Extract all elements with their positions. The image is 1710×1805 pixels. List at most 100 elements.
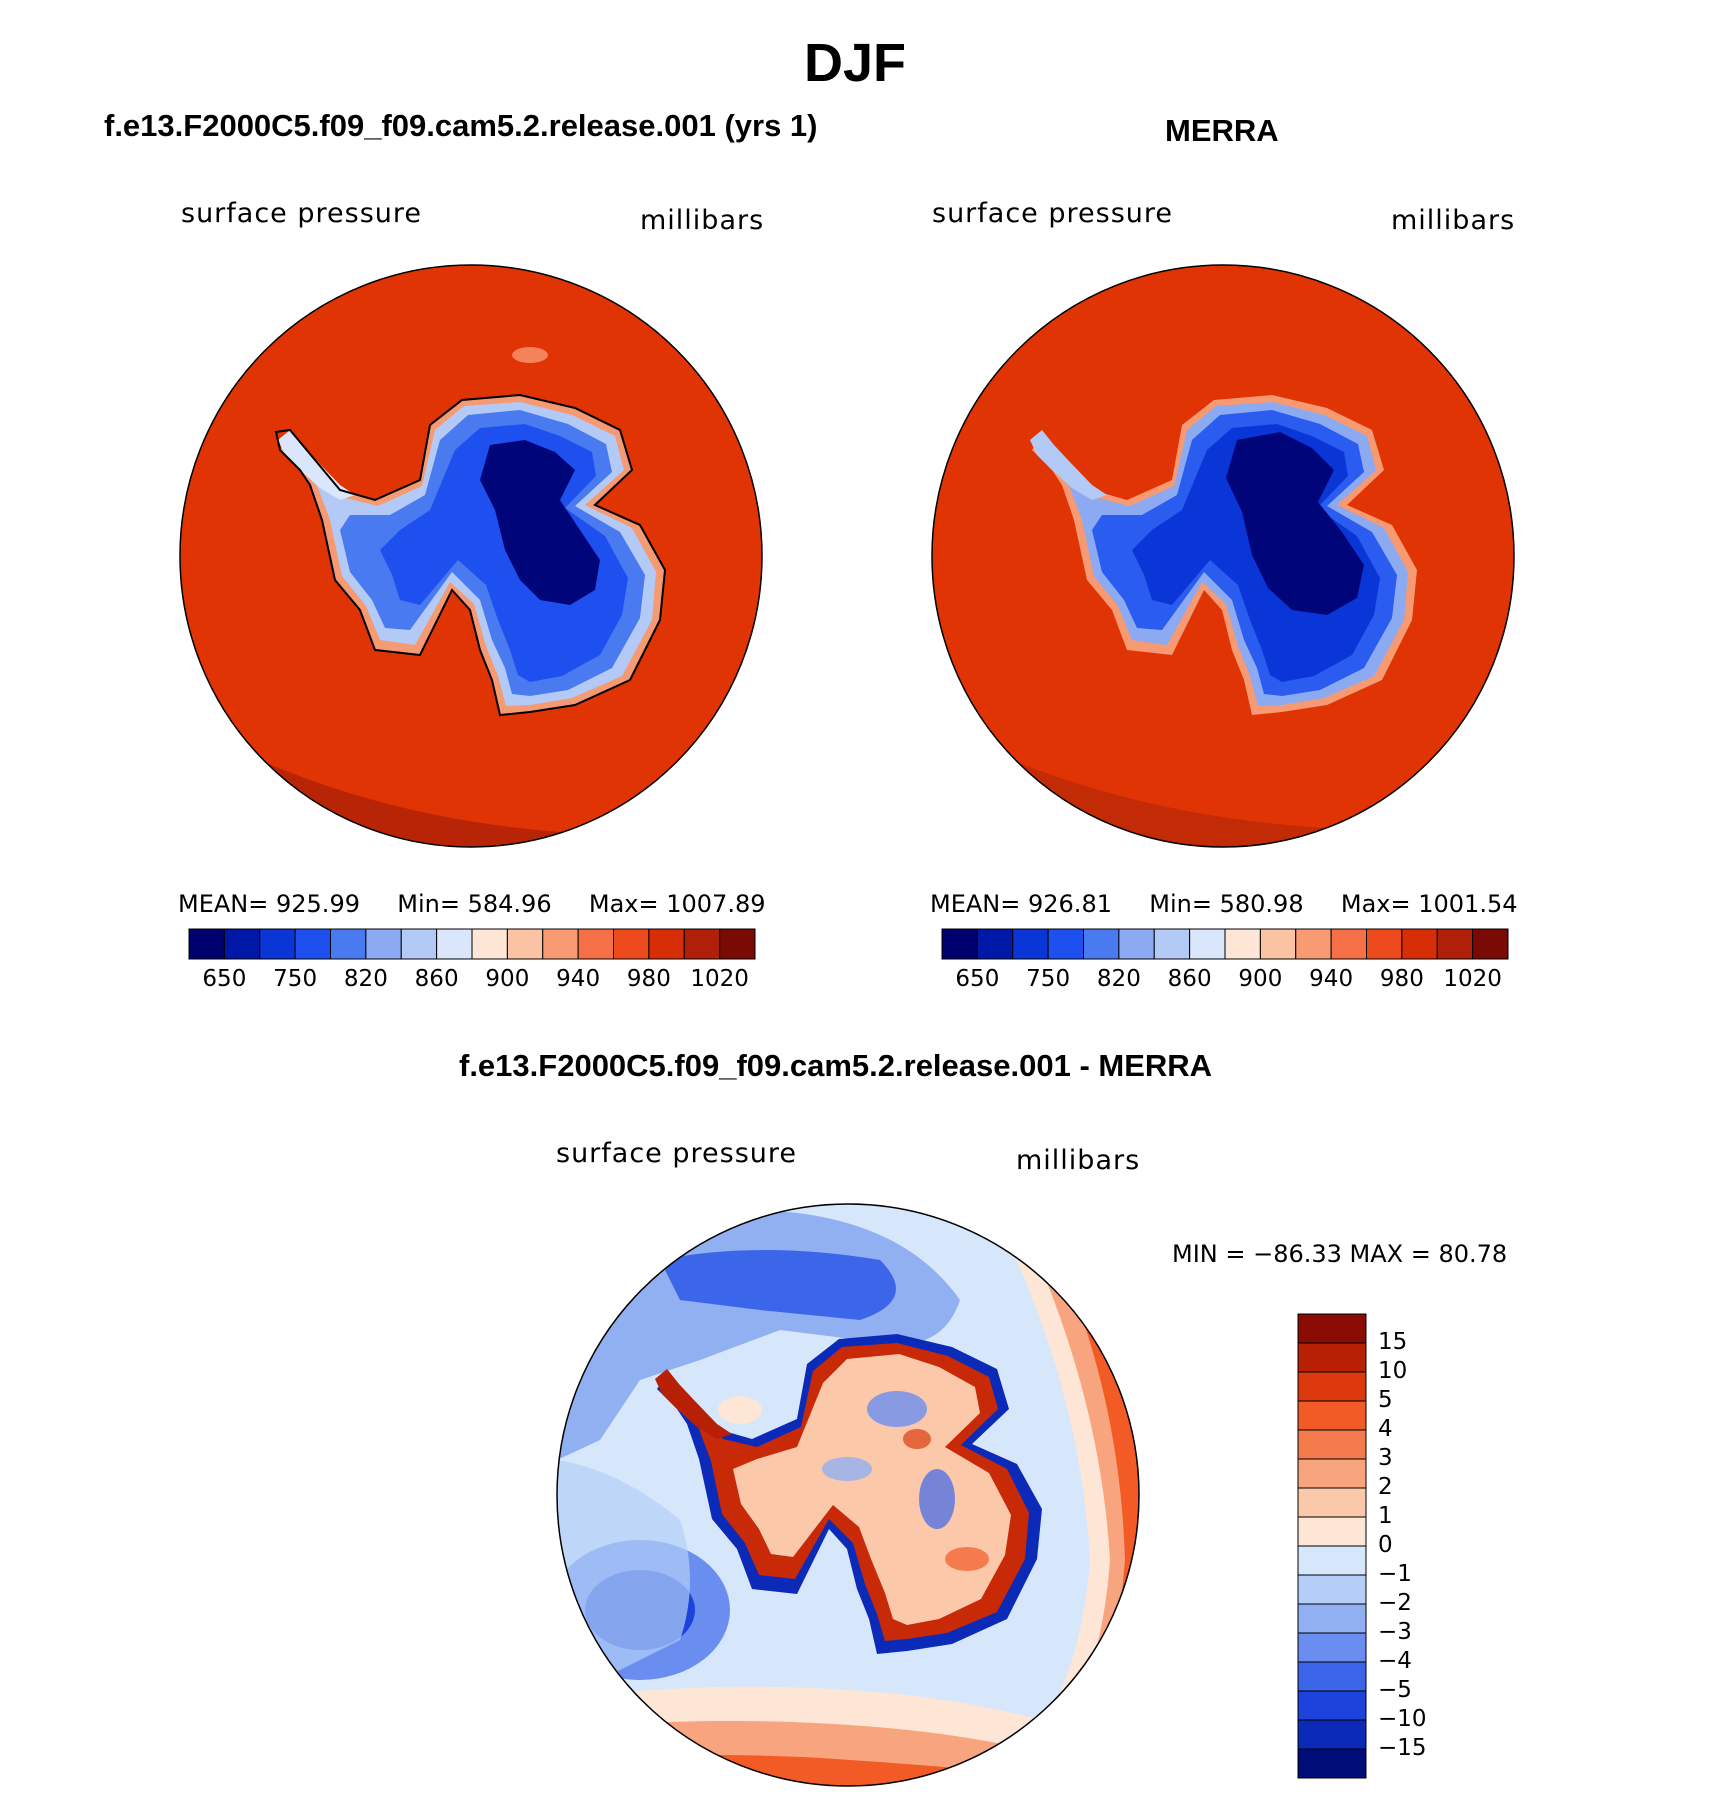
diff-colorbar-tick-label: 5 xyxy=(1378,1387,1393,1413)
merra-antarctic-peninsula xyxy=(1030,430,1107,500)
merra-colorbar-tick-label: 1020 xyxy=(1443,966,1502,992)
merra-colorbar-swatch xyxy=(1012,928,1049,960)
merra-colorbar-swatch xyxy=(976,928,1014,960)
diff-colorbar-swatch xyxy=(1297,1342,1367,1373)
diff-colorbar-swatch xyxy=(1297,1371,1367,1402)
merra-colorbar-swatch xyxy=(1083,928,1120,960)
merra-colorbar-swatch xyxy=(1259,928,1297,960)
merra-colorbar-swatch xyxy=(1436,928,1474,960)
merra-colorbar-tick-label: 820 xyxy=(1096,966,1141,992)
merra-colorbar-swatch xyxy=(1366,928,1403,960)
diff-map-border xyxy=(556,1203,1140,1787)
panel-diff-colorbar xyxy=(1297,1313,1367,1779)
panel-merra-colorbar xyxy=(941,928,1509,960)
model-colorbar-swatch xyxy=(400,928,438,960)
model-colorbar-swatch xyxy=(330,928,367,960)
model-colorbar-tick-label: 750 xyxy=(273,966,318,992)
merra-antarctica-core xyxy=(1226,432,1364,615)
merra-colorbar-swatch xyxy=(1118,928,1155,960)
diff-colorbar-tick-label: 2 xyxy=(1378,1474,1393,1500)
diff-antarctica-interior xyxy=(733,1354,1011,1625)
diff-colorbar-swatch xyxy=(1297,1661,1367,1692)
diff-colorbar-tick-label: −3 xyxy=(1378,1619,1412,1645)
merra-max-label: Max= xyxy=(1340,890,1411,918)
model-colorbar-swatch xyxy=(294,928,331,960)
model-map-border xyxy=(179,264,763,848)
figure-title: DJF xyxy=(803,33,906,93)
model-colorbar-tick-label: 980 xyxy=(626,966,671,992)
diff-interior-warm-patch-1 xyxy=(945,1547,989,1571)
diff-colorbar-swatch xyxy=(1297,1603,1367,1634)
merra-map-border xyxy=(931,264,1515,848)
model-coastline xyxy=(274,393,667,717)
panel-merra-stats: MEAN= 926.81 Min= 580.98 Max= 1001.54 xyxy=(930,890,1518,918)
model-colorbar-swatch xyxy=(223,928,261,960)
diff-colorbar-tick-label: −5 xyxy=(1378,1677,1412,1703)
diff-small-warm-spot xyxy=(718,1396,762,1424)
panel-model-title: f.e13.F2000C5.f09_f09.cam5.2.release.001… xyxy=(104,108,818,143)
diff-colorbar-swatch xyxy=(1297,1719,1367,1750)
model-min-label: Min= xyxy=(397,890,460,918)
model-min-value: 584.96 xyxy=(467,890,552,918)
diff-interior-warm-patch-2 xyxy=(903,1429,931,1449)
merra-colorbar-tick-label: 980 xyxy=(1379,966,1424,992)
diff-colorbar-tick-label: 4 xyxy=(1378,1416,1393,1442)
merra-min-label: Min= xyxy=(1149,890,1212,918)
diff-colorbar-swatch xyxy=(1297,1748,1367,1779)
model-antarctica-core xyxy=(480,440,600,605)
panel-merra-title: MERRA xyxy=(1165,113,1279,148)
model-max-label: Max= xyxy=(588,890,659,918)
model-antarctic-peninsula xyxy=(278,430,355,500)
merra-colorbar-swatch xyxy=(1224,928,1261,960)
merra-colorbar-tick-label: 650 xyxy=(955,966,1000,992)
model-small-anomaly xyxy=(512,347,548,363)
model-colorbar-tick-label: 820 xyxy=(343,966,388,992)
merra-colorbar-swatch xyxy=(1401,928,1438,960)
diff-colorbar-swatch xyxy=(1297,1516,1367,1547)
diff-colorbar-swatch xyxy=(1297,1545,1367,1576)
merra-colorbar-swatch xyxy=(1472,928,1509,960)
merra-colorbar-swatch xyxy=(1330,928,1367,960)
diff-colorbar-swatch xyxy=(1297,1690,1367,1721)
merra-max-value: 1001.54 xyxy=(1418,890,1518,918)
merra-colorbar-swatch xyxy=(941,928,978,960)
panel-diff-title: f.e13.F2000C5.f09_f09.cam5.2.release.001… xyxy=(459,1048,1213,1083)
merra-colorbar-swatch xyxy=(1189,928,1226,960)
diff-colorbar-tick-label: 0 xyxy=(1378,1532,1393,1558)
diff-interior-cool-patch-3 xyxy=(822,1457,872,1481)
diff-colorbar-tick-label: 1 xyxy=(1378,1503,1393,1529)
merra-mean-value: 926.81 xyxy=(1028,890,1112,918)
diff-interior-cool-patch-2 xyxy=(919,1469,955,1529)
panel-model-stats: MEAN= 925.99 Min= 584.96 Max= 1007.89 xyxy=(178,890,766,918)
diff-interior-cool-patch-1 xyxy=(867,1391,927,1427)
diff-colorbar-tick-label: −15 xyxy=(1378,1735,1427,1761)
diff-colorbar-tick-label: −4 xyxy=(1378,1648,1412,1674)
model-colorbar-swatch xyxy=(188,928,225,960)
diff-colorbar-tick-label: −10 xyxy=(1378,1706,1427,1732)
panel-diff-units-label: millibars xyxy=(1016,1145,1141,1176)
model-colorbar-tick-label: 940 xyxy=(556,966,601,992)
diff-colorbar-tick-label: 15 xyxy=(1378,1329,1408,1355)
merra-colorbar-tick-label: 860 xyxy=(1167,966,1212,992)
model-colorbar-swatch xyxy=(613,928,650,960)
model-mean-value: 925.99 xyxy=(276,890,360,918)
model-colorbar-swatch xyxy=(542,928,579,960)
merra-mean-label: MEAN= xyxy=(930,890,1021,918)
panel-diff-variable-label: surface pressure xyxy=(556,1138,797,1169)
diff-colorbar-tick-label: −1 xyxy=(1378,1561,1412,1587)
model-antarctica-inner xyxy=(380,424,628,682)
panel-diff-stats: MIN = −86.33 MAX = 80.78 xyxy=(1172,1240,1508,1268)
model-mean-label: MEAN= xyxy=(178,890,269,918)
diff-colorbar-swatch xyxy=(1297,1487,1367,1518)
diff-colorbar-swatch xyxy=(1297,1400,1367,1431)
panel-merra-variable-label: surface pressure xyxy=(932,198,1173,229)
model-colorbar-swatch xyxy=(365,928,402,960)
merra-colorbar-swatch xyxy=(1153,928,1191,960)
merra-colorbar-tick-label: 940 xyxy=(1309,966,1354,992)
model-colorbar-tick-label: 650 xyxy=(202,966,247,992)
model-colorbar-swatch xyxy=(648,928,685,960)
diff-colorbar-tick-label: 3 xyxy=(1378,1445,1393,1471)
panel-merra-units-label: millibars xyxy=(1391,205,1516,236)
model-colorbar-swatch xyxy=(577,928,614,960)
